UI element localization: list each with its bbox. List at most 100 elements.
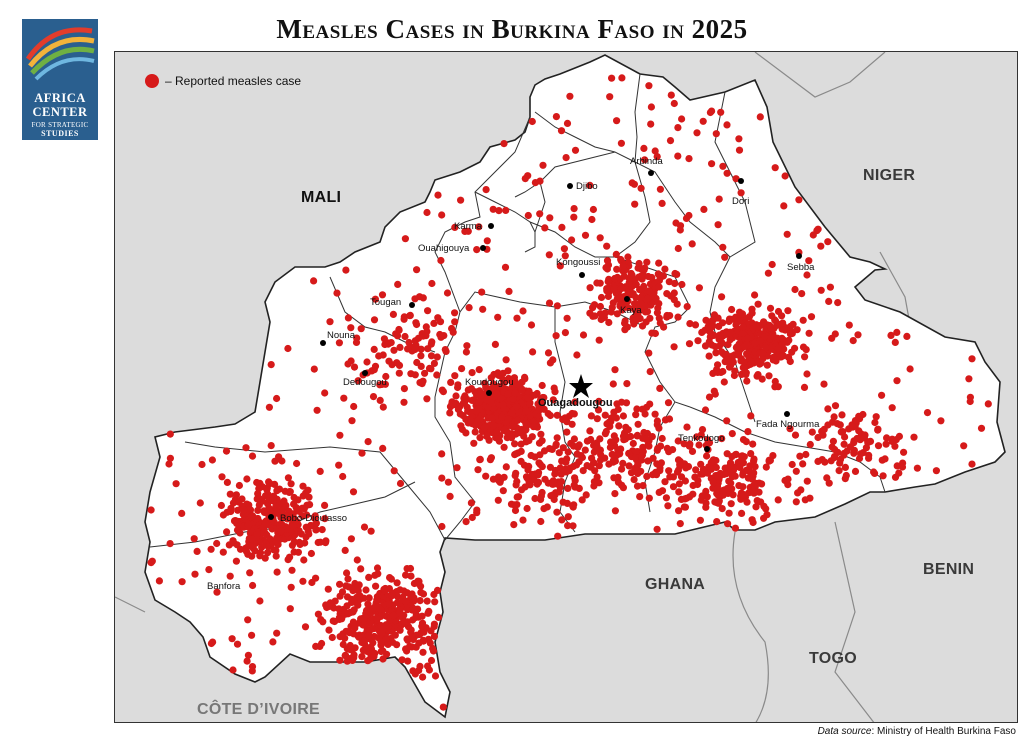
case-dot [723, 121, 731, 129]
case-dot [611, 507, 619, 515]
case-dot [513, 493, 521, 501]
case-dot [352, 338, 361, 346]
case-dot [281, 513, 290, 521]
regional-borders [149, 73, 886, 548]
case-dot [490, 370, 498, 379]
case-dot [488, 414, 496, 422]
case-dot [707, 458, 715, 467]
case-dot [545, 251, 553, 259]
case-dot [788, 348, 796, 356]
case-dot [735, 317, 743, 325]
case-dot [826, 283, 835, 291]
case-dot [378, 629, 386, 638]
case-dot [500, 426, 508, 434]
case-dot [738, 509, 746, 517]
case-dot [636, 286, 644, 294]
case-dot [593, 473, 601, 481]
case-dot [269, 638, 277, 646]
case-dot [540, 394, 548, 402]
label-mali: MALI [301, 189, 342, 206]
case-dot [581, 231, 590, 239]
case-dot [724, 356, 732, 364]
case-dot [510, 501, 518, 509]
case-dot [653, 460, 661, 468]
case-dot [403, 565, 411, 573]
case-dot [763, 361, 771, 369]
case-dot [365, 631, 373, 640]
case-dot [546, 214, 554, 222]
case-dot [655, 314, 663, 322]
case-dot [407, 572, 415, 580]
case-dot [512, 450, 520, 458]
case-dot [805, 257, 813, 265]
case-dot [778, 312, 786, 320]
case-dot [702, 316, 710, 324]
case-dot [649, 454, 657, 462]
case-dot [213, 539, 221, 548]
case-dot [632, 280, 640, 289]
case-dot [674, 313, 682, 321]
case-dot [667, 292, 675, 300]
case-dot [709, 478, 717, 486]
case-dot [360, 616, 369, 624]
case-dot [380, 335, 388, 343]
case-dot [512, 481, 520, 489]
case-dot [762, 463, 770, 471]
case-dot [417, 345, 425, 353]
case-dot [505, 287, 513, 295]
case-dot [437, 256, 445, 265]
case-dot [503, 434, 511, 442]
case-dot [510, 521, 518, 529]
case-dot [529, 348, 537, 356]
case-dot [589, 205, 597, 214]
case-dot [370, 345, 378, 353]
case-dot [196, 499, 204, 507]
case-dot [509, 423, 517, 431]
legend-label: – Reported measles case [165, 74, 302, 88]
case-dot [511, 472, 519, 480]
case-dot [301, 539, 309, 547]
case-dot [719, 162, 727, 170]
case-dot [836, 459, 844, 467]
case-dot [719, 367, 727, 376]
case-dot [406, 311, 414, 319]
case-dot [713, 485, 721, 493]
case-dot [568, 420, 576, 428]
case-dot [881, 455, 889, 463]
case-dot [489, 475, 497, 483]
case-dot [669, 483, 678, 491]
case-dot [564, 484, 572, 492]
case-dot [312, 526, 320, 534]
case-dot [278, 457, 286, 465]
case-dot [633, 431, 642, 439]
case-dot [193, 547, 201, 555]
case-dot [756, 337, 765, 345]
case-dot [318, 526, 326, 534]
case-dot [482, 186, 490, 194]
logo-line-3: FOR STRATEGIC [31, 121, 89, 129]
case-dot [303, 511, 311, 519]
case-dot [419, 590, 428, 598]
case-dot [647, 103, 656, 111]
case-dot [798, 290, 806, 298]
case-dot [851, 467, 860, 475]
case-dot [748, 475, 756, 483]
case-dot [342, 266, 350, 274]
case-dot [358, 449, 366, 457]
case-dot [284, 474, 292, 482]
case-dot [287, 480, 295, 488]
case-dot [569, 522, 577, 530]
case-dot [891, 338, 899, 346]
case-dot [662, 494, 671, 502]
case-dot [792, 498, 800, 506]
case-dot [695, 441, 703, 449]
case-dot [834, 299, 842, 307]
case-dot [571, 398, 579, 406]
case-dot [616, 293, 624, 301]
case-dot [694, 337, 702, 345]
case-dot [400, 587, 408, 595]
case-dot [855, 412, 863, 420]
case-dot [737, 189, 745, 197]
case-dot [640, 144, 648, 152]
case-dot [645, 82, 653, 90]
